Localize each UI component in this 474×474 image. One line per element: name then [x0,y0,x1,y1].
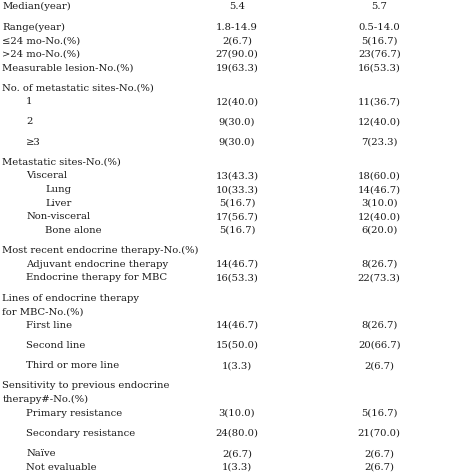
Text: 1(3.3): 1(3.3) [222,463,252,472]
Text: ≤24 mo-No.(%): ≤24 mo-No.(%) [2,36,81,45]
Text: Lines of endocrine therapy: Lines of endocrine therapy [2,293,139,302]
Text: 14(46.7): 14(46.7) [216,260,258,269]
Text: Endocrine therapy for MBC: Endocrine therapy for MBC [26,273,167,283]
Text: 2(6.7): 2(6.7) [222,449,252,458]
Text: 3(10.0): 3(10.0) [361,199,398,208]
Text: Second line: Second line [26,341,85,350]
Text: 6(20.0): 6(20.0) [361,226,397,235]
Text: 16(53.3): 16(53.3) [216,273,258,283]
Text: 22(73.3): 22(73.3) [358,273,401,283]
Text: Range(year): Range(year) [2,22,65,32]
Text: 5.7: 5.7 [371,2,387,11]
Text: Not evaluable: Not evaluable [26,463,97,472]
Text: Most recent endocrine therapy-No.(%): Most recent endocrine therapy-No.(%) [2,246,199,255]
Text: 1(3.3): 1(3.3) [222,361,252,370]
Text: 2(6.7): 2(6.7) [364,463,394,472]
Text: 5(16.7): 5(16.7) [219,226,255,235]
Text: 5(16.7): 5(16.7) [219,199,255,208]
Text: 27(90.0): 27(90.0) [216,50,258,59]
Text: >24 mo-No.(%): >24 mo-No.(%) [2,50,81,59]
Text: 10(33.3): 10(33.3) [216,185,258,194]
Text: therapy#-No.(%): therapy#-No.(%) [2,395,89,404]
Text: Median(year): Median(year) [2,2,71,11]
Text: Measurable lesion-No.(%): Measurable lesion-No.(%) [2,64,134,73]
Text: No. of metastatic sites-No.(%): No. of metastatic sites-No.(%) [2,83,154,92]
Text: ≥3: ≥3 [26,137,41,146]
Text: 5(16.7): 5(16.7) [361,409,398,418]
Text: Lung: Lung [45,185,71,194]
Text: 23(76.7): 23(76.7) [358,50,401,59]
Text: 2(6.7): 2(6.7) [222,36,252,45]
Text: Liver: Liver [45,199,72,208]
Text: 5(16.7): 5(16.7) [361,36,398,45]
Text: 12(40.0): 12(40.0) [358,118,401,127]
Text: 9(30.0): 9(30.0) [219,137,255,146]
Text: 3(10.0): 3(10.0) [219,409,255,418]
Text: Third or more line: Third or more line [26,361,119,370]
Text: 8(26.7): 8(26.7) [361,260,397,269]
Text: First line: First line [26,321,72,330]
Text: 12(40.0): 12(40.0) [358,212,401,221]
Text: Adjuvant endocrine therapy: Adjuvant endocrine therapy [26,260,168,269]
Text: 2(6.7): 2(6.7) [364,449,394,458]
Text: Non-visceral: Non-visceral [26,212,90,221]
Text: for MBC-No.(%): for MBC-No.(%) [2,307,84,316]
Text: 2(6.7): 2(6.7) [364,361,394,370]
Text: 16(53.3): 16(53.3) [358,64,401,73]
Text: 11(36.7): 11(36.7) [358,97,401,106]
Text: 0.5-14.0: 0.5-14.0 [358,22,400,31]
Text: Visceral: Visceral [26,172,67,181]
Text: 17(56.7): 17(56.7) [216,212,258,221]
Text: 15(50.0): 15(50.0) [216,341,258,350]
Text: 2: 2 [26,118,32,127]
Text: 12(40.0): 12(40.0) [216,97,258,106]
Text: 19(63.3): 19(63.3) [216,64,258,73]
Text: 14(46.7): 14(46.7) [216,321,258,330]
Text: Naïve: Naïve [26,449,56,458]
Text: 5.4: 5.4 [229,2,245,11]
Text: 24(80.0): 24(80.0) [216,429,258,438]
Text: 9(30.0): 9(30.0) [219,118,255,127]
Text: 18(60.0): 18(60.0) [358,172,401,181]
Text: Primary resistance: Primary resistance [26,409,122,418]
Text: 1: 1 [26,97,33,106]
Text: 13(43.3): 13(43.3) [216,172,258,181]
Text: 21(70.0): 21(70.0) [358,429,401,438]
Text: Metastatic sites-No.(%): Metastatic sites-No.(%) [2,158,121,167]
Text: 8(26.7): 8(26.7) [361,321,397,330]
Text: Sensitivity to previous endocrine: Sensitivity to previous endocrine [2,382,170,391]
Text: 14(46.7): 14(46.7) [358,185,401,194]
Text: 7(23.3): 7(23.3) [361,137,398,146]
Text: Secondary resistance: Secondary resistance [26,429,135,438]
Text: 20(66.7): 20(66.7) [358,341,401,350]
Text: Bone alone: Bone alone [45,226,101,235]
Text: 1.8-14.9: 1.8-14.9 [216,22,258,31]
